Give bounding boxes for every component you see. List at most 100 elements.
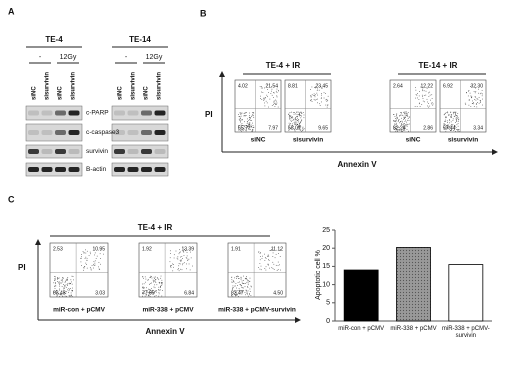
event-dot [248, 128, 249, 130]
event-dot [291, 116, 293, 118]
event-dot [144, 291, 145, 293]
event-dot [235, 291, 237, 293]
event-dot [239, 127, 241, 129]
event-dot [398, 119, 399, 121]
event-dot [423, 90, 425, 92]
event-dot [180, 251, 181, 253]
event-dot [238, 275, 239, 277]
event-dot [401, 130, 402, 132]
event-dot [243, 283, 244, 284]
event-dot [246, 128, 247, 130]
event-dot [173, 254, 175, 256]
event-dot [152, 279, 154, 281]
event-dot [401, 129, 403, 130]
event-dot [450, 111, 451, 113]
event-dot [53, 291, 54, 293]
event-dot [291, 123, 293, 125]
event-dot [94, 252, 96, 254]
event-dot [156, 290, 157, 292]
event-dot [446, 127, 447, 129]
event-dot [445, 126, 447, 127]
event-dot [245, 130, 247, 132]
event-dot [296, 116, 298, 118]
event-dot [240, 119, 242, 121]
event-dot [446, 120, 448, 122]
event-dot [253, 126, 255, 128]
event-dot [236, 287, 237, 289]
panel-title: TE-4 + IR [138, 223, 173, 232]
event-dot [480, 100, 481, 102]
event-dot [300, 111, 302, 113]
event-dot [444, 120, 445, 122]
event-dot [407, 116, 409, 117]
event-dot [393, 114, 395, 115]
event-dot [271, 86, 272, 88]
event-dot [181, 256, 183, 257]
event-dot [471, 96, 472, 98]
event-dot [248, 126, 250, 128]
event-dot [180, 268, 181, 270]
event-dot [314, 86, 316, 88]
event-dot [259, 86, 261, 87]
event-dot [267, 263, 269, 265]
protein-label: c-PARP [86, 110, 109, 117]
event-dot [266, 94, 268, 96]
event-dot [406, 113, 408, 115]
y-tick-label: 0 [326, 318, 330, 325]
event-dot [455, 118, 457, 120]
event-dot [295, 118, 296, 120]
event-dot [192, 265, 193, 267]
event-dot [320, 97, 322, 99]
event-dot [158, 291, 160, 293]
event-dot [90, 253, 91, 255]
event-dot [155, 279, 157, 281]
event-dot [150, 292, 151, 294]
band [154, 130, 166, 135]
y-tick-label: 25 [322, 227, 330, 234]
event-dot [457, 123, 459, 124]
event-dot [297, 120, 298, 121]
event-dot [272, 256, 274, 257]
event-dot [242, 287, 243, 289]
event-dot [55, 285, 57, 287]
event-dot [235, 294, 237, 296]
event-dot [273, 104, 274, 106]
event-dot [427, 101, 428, 103]
event-dot [444, 113, 445, 115]
event-dot [240, 285, 242, 287]
event-dot [86, 260, 88, 261]
event-dot [238, 114, 239, 115]
event-dot [245, 127, 247, 129]
lane-label: sisurvivin [71, 72, 77, 100]
event-dot [444, 128, 446, 129]
event-dot [274, 257, 276, 259]
panel-label: A [8, 6, 15, 16]
event-dot [83, 269, 84, 271]
event-dot [153, 276, 155, 278]
event-dot [466, 92, 467, 94]
event-dot [259, 268, 261, 270]
event-dot [162, 290, 163, 291]
event-dot [425, 94, 427, 96]
event-dot [449, 114, 451, 116]
event-dot [155, 280, 156, 282]
event-dot [426, 98, 428, 100]
event-dot [458, 119, 459, 121]
event-dot [450, 111, 452, 113]
event-dot [144, 276, 146, 278]
event-dot [449, 128, 450, 130]
event-dot [428, 103, 429, 104]
event-dot [178, 253, 180, 255]
event-dot [445, 131, 447, 132]
event-dot [95, 257, 97, 259]
event-dot [482, 93, 483, 95]
band [127, 149, 139, 154]
event-dot [393, 126, 395, 128]
event-dot [454, 115, 456, 117]
event-dot [235, 295, 236, 297]
event-dot [297, 124, 298, 125]
event-dot [172, 263, 173, 265]
event-dot [63, 284, 64, 286]
event-dot [290, 118, 292, 120]
event-dot [57, 295, 58, 297]
